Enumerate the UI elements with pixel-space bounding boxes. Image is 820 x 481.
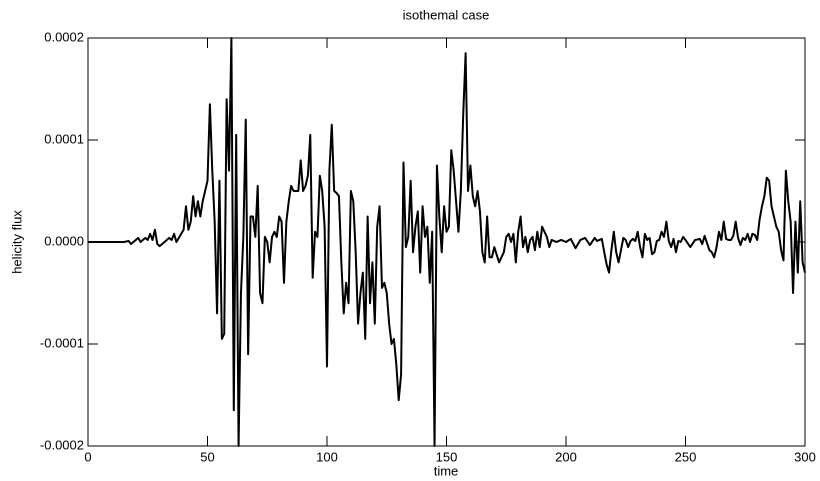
x-tick-label: 50 [200,449,214,464]
y-axis-label: helicity flux [9,210,24,274]
x-tick-label: 200 [555,449,577,464]
x-tick-label: 250 [675,449,697,464]
x-axis-label: time [434,463,459,478]
x-tick-label: 300 [794,449,816,464]
x-tick-label: 0 [84,449,91,464]
y-tick-label: 0.0000 [44,233,84,248]
x-tick-label: 100 [316,449,338,464]
x-tick-label: 150 [436,449,458,464]
chart-title: isothemal case [403,7,490,22]
y-tick-label: -0.0001 [40,335,84,350]
y-tick-label: -0.0002 [40,437,84,452]
y-tick-label: 0.0002 [44,29,84,44]
plot-frame [87,37,806,447]
y-tick-label: 0.0001 [44,131,84,146]
data-line [88,37,806,447]
